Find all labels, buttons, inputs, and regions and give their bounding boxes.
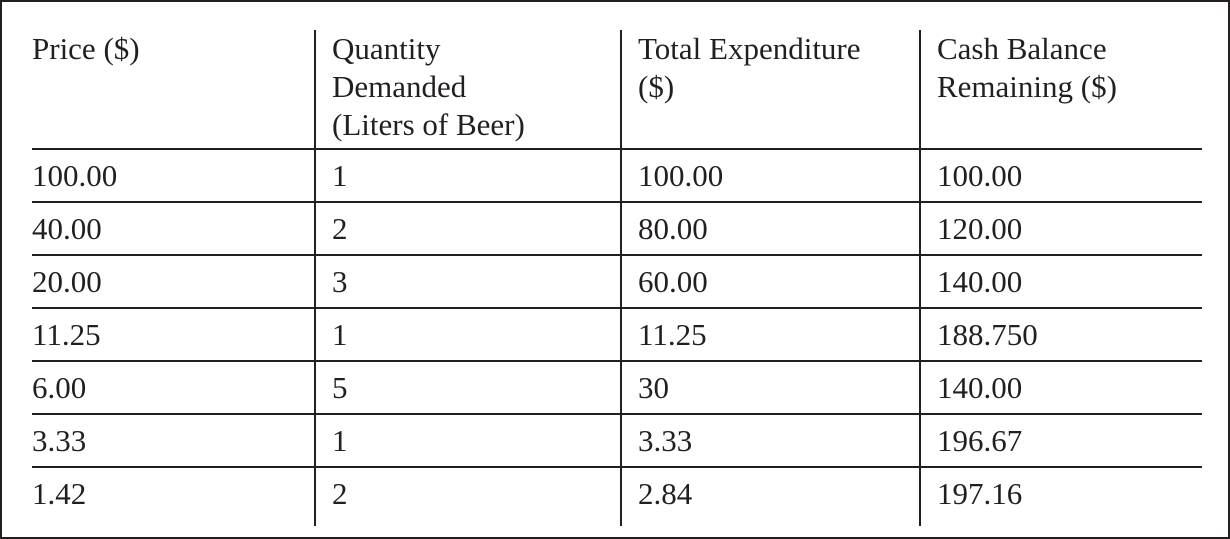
cell-cash-balance: 196.67 [919, 414, 1202, 468]
table-row: 6.00 5 30 140.00 [32, 361, 1202, 415]
cell-expenditure: 11.25 [620, 308, 920, 362]
cell-cash-balance: 120.00 [919, 202, 1202, 256]
header-cash-line: Remaining ($) [937, 69, 1117, 104]
table-row: 100.00 1 100.00 100.00 [32, 149, 1202, 203]
cell-price: 11.25 [32, 308, 315, 362]
cell-expenditure: 3.33 [620, 414, 920, 468]
cell-price: 100.00 [32, 149, 315, 203]
cell-price: 1.42 [32, 476, 87, 511]
header-cash-line: Cash Balance [937, 31, 1107, 66]
table-row: 20.00 3 60.00 140.00 [32, 255, 1202, 309]
header-price-line: Price ($) [32, 31, 140, 66]
cell-cash-balance: 100.00 [919, 149, 1202, 203]
cell-quantity: 1 [314, 414, 621, 468]
cell-expenditure: 2.84 [620, 467, 920, 526]
header-expenditure-line: Total Expenditure [638, 31, 861, 66]
header-cash-balance: Cash Balance Remaining ($) [919, 30, 1202, 150]
table-row: 1.42 2 2.84 197.16 [32, 467, 1202, 526]
cell-quantity: 3 [314, 255, 621, 309]
header-quantity-demanded: Quantity Demanded (Liters of Beer) [314, 30, 621, 150]
header-total-expenditure: Total Expenditure ($) [620, 30, 920, 150]
data-table: Price ($) Quantity Demanded (Liters of B… [32, 30, 1202, 526]
cell-quantity: 5 [314, 361, 621, 415]
cell-quantity: 1 [314, 308, 621, 362]
cell-price: 20.00 [32, 255, 315, 309]
cell-cash-balance: 197.16 [919, 467, 1202, 526]
table-header: Price ($) Quantity Demanded (Liters of B… [32, 30, 1202, 150]
header-quantity-line: Quantity [332, 31, 441, 66]
cell-expenditure: 30 [620, 361, 920, 415]
table-row: 11.25 1 11.25 188.750 [32, 308, 1202, 362]
cell-cash-balance: 140.00 [919, 361, 1202, 415]
table-body: 100.00 1 100.00 100.00 40.00 2 80.00 120… [32, 149, 1202, 526]
cell-quantity: 2 [314, 467, 621, 526]
cell-quantity: 2 [314, 202, 621, 256]
header-quantity-line: (Liters of Beer) [332, 107, 525, 142]
cell-expenditure: 100.00 [620, 149, 920, 203]
cell-price: 3.33 [32, 414, 315, 468]
header-quantity-line: Demanded [332, 69, 467, 104]
header-price: Price ($) [32, 30, 315, 150]
header-expenditure-line: ($) [638, 69, 675, 104]
cell-cash-balance: 188.750 [919, 308, 1202, 362]
cell-expenditure: 80.00 [620, 202, 920, 256]
table-row: 3.33 1 3.33 196.67 [32, 414, 1202, 468]
cell-quantity: 1 [314, 149, 621, 203]
header-row: Price ($) Quantity Demanded (Liters of B… [32, 30, 1202, 150]
cell-expenditure: 60.00 [620, 255, 920, 309]
cell-price: 40.00 [32, 202, 315, 256]
cell-price: 6.00 [32, 361, 315, 415]
cell-cash-balance: 140.00 [919, 255, 1202, 309]
table-row: 40.00 2 80.00 120.00 [32, 202, 1202, 256]
